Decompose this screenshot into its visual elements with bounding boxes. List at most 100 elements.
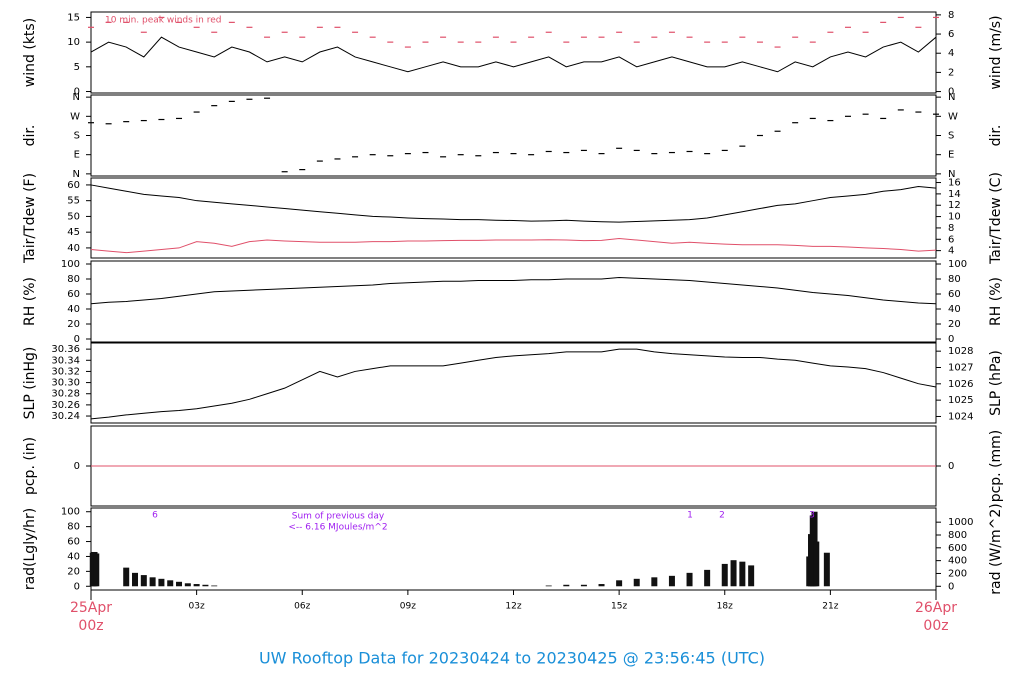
bar [140,575,147,587]
bar [651,577,658,587]
y-tick-label: 30.28 [51,389,80,400]
y2-axis-label: SLP (hPa) [988,350,1004,416]
y2-tick-label: 0 [948,581,954,592]
y2-tick-label: 6 [948,29,954,40]
y-axis-label: RH (%) [22,277,38,326]
bar [730,560,737,587]
bar [202,584,209,587]
x-tick-label: 09z [400,602,416,612]
y-tick-label: 30.24 [51,411,80,422]
y2-axis-label: pcp. (mm) [988,430,1004,503]
y-tick-label: N [73,169,80,180]
bar [721,563,728,587]
y-tick-label: 60 [67,289,80,300]
y2-tick-label: N [948,92,955,103]
y2-tick-label: 0 [948,461,954,472]
y-tick-label: 15 [67,12,80,23]
y2-tick-label: 80 [948,274,961,285]
bar [149,577,156,587]
y-tick-label: 60 [67,180,80,191]
y-axis-label: pcp. (in) [22,437,38,495]
y2-tick-label: 4 [948,48,954,59]
y-tick-label: S [74,131,80,142]
series-line [90,237,937,254]
bar [176,581,183,587]
bar [158,578,165,587]
bar [813,541,820,587]
y-tick-label: 30.34 [51,355,80,366]
annotation: 10 min. peak winds in red [105,16,222,26]
y-axis-label: dir. [22,125,38,147]
x-time-label: 00z [78,618,103,634]
bar [704,569,711,587]
bar [93,553,100,587]
bar [668,575,675,587]
y-tick-label: 0 [74,581,80,592]
y2-tick-label: W [948,111,958,122]
panel-frame [90,94,937,177]
y2-tick-label: 1026 [948,379,973,390]
bar [739,561,746,587]
bar [167,580,174,587]
bar [545,585,552,587]
y-axis-label: SLP (inHg) [22,347,38,420]
y-tick-label: 20 [67,319,80,330]
y-tick-label: 30.30 [51,378,80,389]
panel-frame [90,260,937,343]
y2-tick-label: 60 [948,289,961,300]
panel-frame [90,11,937,94]
bar [686,572,693,587]
panel-frame [90,177,937,259]
y2-tick-label: 4 [948,246,954,257]
x-date-label: 25Apr [70,600,112,616]
y2-tick-label: 14 [948,189,961,200]
x-tick-label: 15z [611,602,627,612]
bar [580,584,587,587]
y-tick-label: 0 [74,334,80,345]
y-tick-label: 10 [67,37,80,48]
y-tick-label: 0 [74,87,80,98]
x-tick-label: 12z [505,602,521,612]
y-axis-label: Tair/Tdew (F) [22,173,38,264]
y-tick-label: N [73,92,80,103]
y2-axis-label: RH (%) [988,277,1004,326]
y2-tick-label: 2 [948,67,954,78]
series-line [90,348,937,420]
y-tick-label: 40 [67,304,80,315]
bar [616,580,623,587]
y-axis-label: rad(Lgly/hr) [22,508,38,590]
bar [598,584,605,587]
y-tick-label: 0 [74,461,80,472]
bar [184,583,191,587]
y-axis-label: wind (kts) [22,18,38,87]
x-tick-label: 06z [294,602,310,612]
y2-tick-label: E [948,150,954,161]
annotation: 6 [152,511,158,521]
y2-tick-label: 1028 [948,346,973,357]
y2-tick-label: 0 [948,334,954,345]
y2-tick-label: 1000 [948,517,973,528]
y2-tick-label: 1024 [948,411,973,422]
y2-tick-label: 200 [948,568,967,579]
y2-tick-label: 8 [948,223,954,234]
series-line [90,184,937,223]
y2-tick-label: 10 [948,212,961,223]
x-tick-label: 03z [189,602,205,612]
y-tick-label: 20 [67,566,80,577]
y2-axis-label: Tair/Tdew (C) [988,172,1004,265]
y2-tick-label: 0 [948,87,954,98]
y-tick-label: 55 [67,196,80,207]
y-tick-label: 100 [61,507,80,518]
x-tick-label: 18z [717,602,733,612]
series-line [90,36,937,73]
x-time-label: 00z [923,618,948,634]
y-tick-label: 30.32 [51,366,80,377]
series-line [90,276,937,305]
y2-tick-label: 8 [948,10,954,21]
bar [633,578,640,587]
y-tick-label: W [70,111,80,122]
annotation: 3 [809,511,815,521]
y2-tick-label: 1025 [948,395,973,406]
bar [563,584,570,587]
